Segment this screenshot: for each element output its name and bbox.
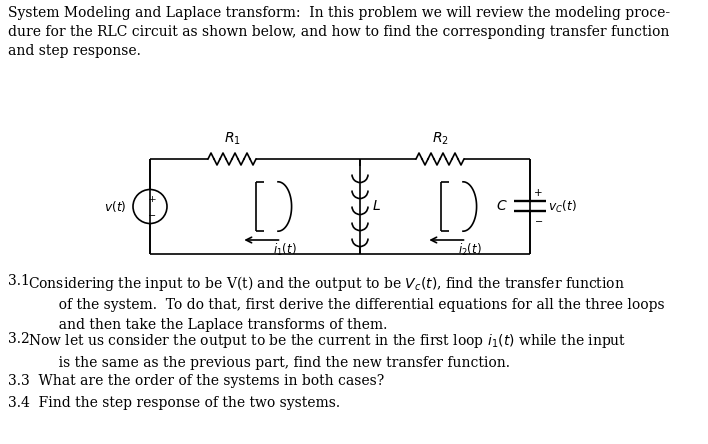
Text: Considering the input to be V(t) and the output to be $V_c(t)$, find the transfe: Considering the input to be V(t) and the… [28,274,665,332]
Text: 3.2: 3.2 [8,332,30,346]
Text: $i_1(t)$: $i_1(t)$ [273,242,297,258]
Text: 3.3  What are the order of the systems in both cases?: 3.3 What are the order of the systems in… [8,374,384,388]
Text: System Modeling and Laplace transform:  In this problem we will review the model: System Modeling and Laplace transform: I… [8,6,670,58]
Text: 3.4  Find the step response of the two systems.: 3.4 Find the step response of the two sy… [8,396,340,410]
Text: $-$: $-$ [534,215,543,226]
Text: $v_C(t)$: $v_C(t)$ [548,198,577,214]
Text: +: + [148,195,156,204]
Text: $L$: $L$ [372,199,381,214]
Text: $-$: $-$ [147,210,156,219]
Text: $i_2(t)$: $i_2(t)$ [458,242,482,258]
Text: $v(t)$: $v(t)$ [103,199,126,214]
Text: $C$: $C$ [496,199,508,214]
Text: $R_1$: $R_1$ [224,131,241,147]
Text: 3.1: 3.1 [8,274,30,288]
Text: $R_2$: $R_2$ [432,131,448,147]
Text: Now let us consider the output to be the current in the first loop $i_1(t)$ whil: Now let us consider the output to be the… [28,332,627,369]
Text: +: + [534,187,542,198]
